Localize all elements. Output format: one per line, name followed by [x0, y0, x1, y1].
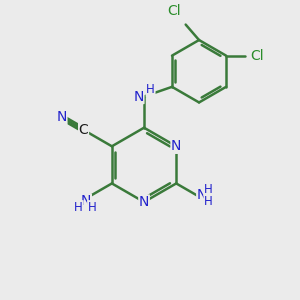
Text: N: N — [171, 139, 181, 153]
Text: Cl: Cl — [168, 4, 181, 18]
Text: N: N — [134, 89, 144, 103]
Text: H: H — [204, 195, 213, 208]
Text: C: C — [79, 123, 88, 137]
Text: H: H — [204, 183, 213, 196]
Text: H: H — [88, 201, 97, 214]
Text: N: N — [139, 195, 149, 209]
Text: Cl: Cl — [250, 49, 263, 63]
Text: H: H — [146, 83, 155, 97]
Text: N: N — [197, 188, 207, 202]
Text: H: H — [74, 201, 83, 214]
Text: N: N — [81, 194, 91, 208]
Text: N: N — [56, 110, 67, 124]
